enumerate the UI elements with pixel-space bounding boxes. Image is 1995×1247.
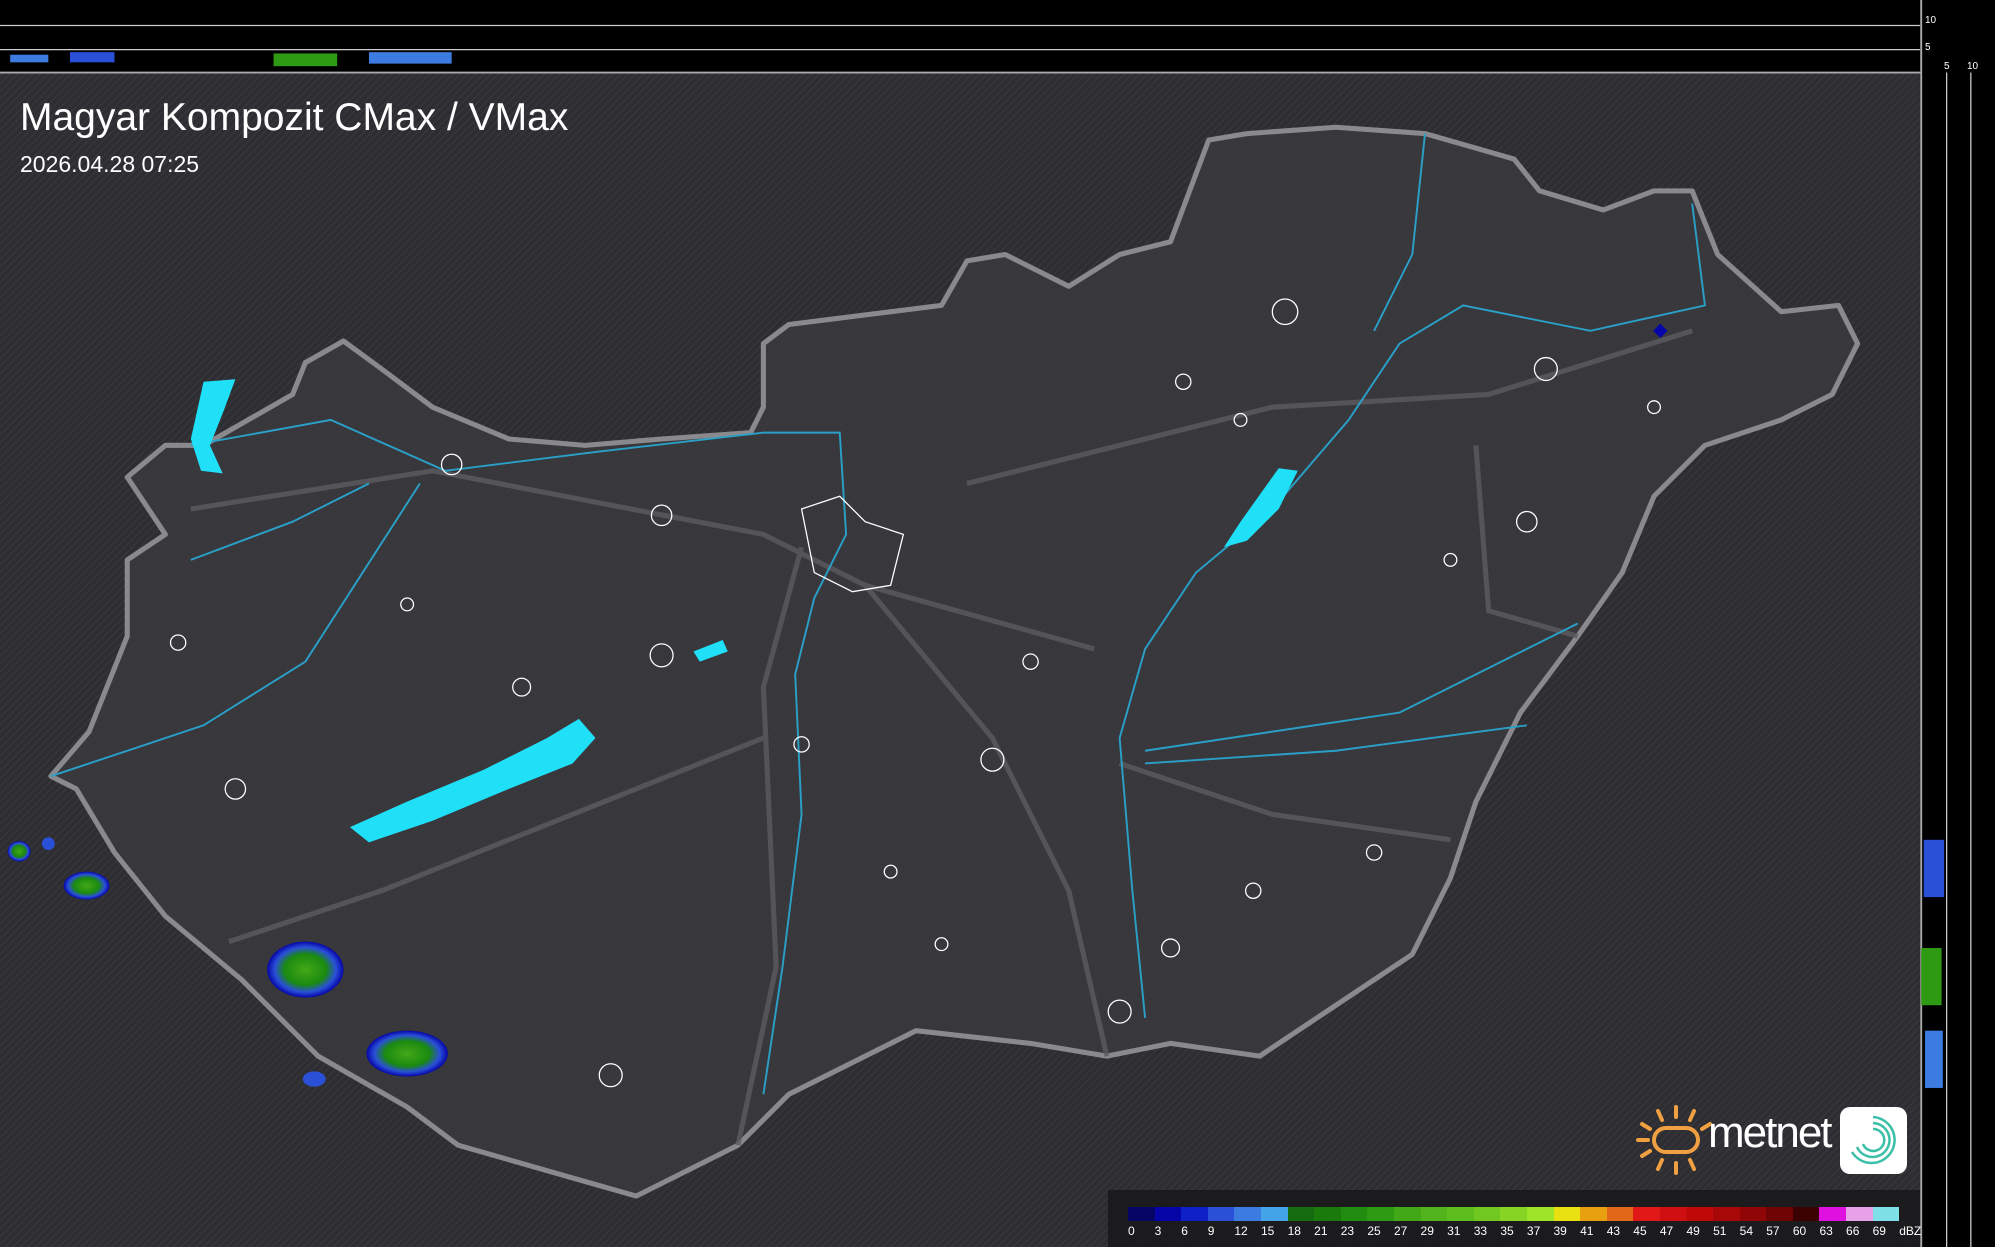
legend-label: 3 [1154, 1224, 1162, 1238]
legend-label: 12 [1234, 1224, 1248, 1238]
legend-swatch [1340, 1207, 1368, 1221]
legend-swatch [1739, 1207, 1767, 1221]
legend-swatch [1846, 1207, 1873, 1221]
map-timestamp: 2026.04.28 07:25 [20, 151, 200, 177]
right-axis-tick: 5 [1944, 61, 1950, 72]
legend-labels: 0 3 6 9 12 15 18 21 23 25 27 29 31 33 35 37 39 41 43 45 47 49… [1128, 1224, 1926, 1238]
echo-cell [267, 941, 344, 998]
legend-label: 9 [1207, 1224, 1215, 1238]
legend-swatch [1500, 1207, 1527, 1221]
legend-swatch [1819, 1207, 1847, 1221]
legend-label: 37 [1526, 1224, 1541, 1238]
legend-swatch [1234, 1207, 1261, 1221]
legend-label: 33 [1473, 1224, 1488, 1238]
echo-cell [41, 837, 55, 850]
lakes [190, 379, 1298, 843]
legend-unit: dBZ [1899, 1224, 1922, 1238]
legend-swatch [1713, 1207, 1740, 1221]
legend-label: 35 [1500, 1224, 1514, 1238]
dbz-color-legend: 0 3 6 9 12 15 18 21 23 25 27 29 31 33 35 37 39 41 43 45 47 49… [1108, 1190, 1921, 1247]
legend-swatch [1659, 1207, 1687, 1221]
legend-swatch [1447, 1207, 1474, 1221]
map-title: Magyar Kompozit CMax / VMax [20, 96, 569, 139]
lake-ferto [190, 379, 236, 474]
legend-label: 41 [1580, 1224, 1594, 1238]
echo-cell [302, 1071, 326, 1087]
legend-swatch [1393, 1207, 1421, 1221]
legend-label: 15 [1260, 1224, 1275, 1238]
legend-swatch [1367, 1207, 1394, 1221]
legend-swatch [1181, 1207, 1208, 1221]
legend-label: 27 [1393, 1224, 1408, 1238]
legend-swatch [1260, 1207, 1288, 1221]
lake-balaton [349, 718, 596, 843]
legend-swatch [1526, 1207, 1554, 1221]
legend-label: 18 [1287, 1224, 1301, 1238]
logo-brand: metnet [1708, 1108, 1833, 1157]
echo-cell [63, 871, 110, 900]
legend-label: 51 [1713, 1224, 1727, 1238]
echo-cell [366, 1030, 448, 1077]
legend-swatch [1420, 1207, 1448, 1221]
hungary-border [48, 124, 1861, 1199]
legend-label: 25 [1367, 1224, 1381, 1238]
legend-swatch [1553, 1207, 1581, 1221]
legend-label: 57 [1766, 1224, 1780, 1238]
legend-label: 45 [1633, 1224, 1647, 1238]
lake-tisza [1223, 468, 1298, 548]
top-profile-echoes [10, 52, 452, 67]
legend-label: 63 [1819, 1224, 1833, 1238]
settlements [169, 298, 1662, 1088]
legend-swatch [1792, 1207, 1820, 1221]
legend-color-bar [1128, 1207, 1900, 1221]
rivers [50, 133, 1706, 1095]
swirl-badge-icon [1840, 1107, 1907, 1174]
legend-label: 31 [1447, 1224, 1461, 1238]
legend-label: 60 [1792, 1224, 1807, 1238]
legend-label: 23 [1340, 1224, 1355, 1238]
sun-icon [1636, 1105, 1712, 1175]
legend-label: 43 [1606, 1224, 1621, 1238]
legend-swatch [1686, 1207, 1714, 1221]
legend-swatch [1287, 1207, 1315, 1221]
legend-label: 66 [1846, 1224, 1860, 1238]
legend-label: 0 [1128, 1224, 1135, 1238]
metnet-logo: metnet [1636, 1104, 1916, 1176]
top-axis-tick: 5 [1925, 42, 1931, 53]
legend-swatch [1872, 1207, 1900, 1221]
legend-swatch [1766, 1207, 1793, 1221]
legend-label: 21 [1314, 1224, 1328, 1238]
legend-swatch [1606, 1207, 1634, 1221]
county-boundaries [190, 328, 1693, 1146]
right-profile-echoes [1921, 839, 1945, 1088]
legend-label: 47 [1659, 1224, 1674, 1238]
legend-label: 29 [1420, 1224, 1434, 1238]
top-axis-tick: 10 [1925, 15, 1937, 26]
lake-velence [693, 640, 728, 662]
legend-swatch [1580, 1207, 1607, 1221]
echo-cell [7, 841, 31, 862]
legend-label: 69 [1872, 1224, 1886, 1238]
legend-swatch [1128, 1207, 1155, 1221]
legend-swatch [1314, 1207, 1341, 1221]
legend-swatch [1473, 1207, 1501, 1221]
legend-swatch [1207, 1207, 1235, 1221]
legend-swatch [1154, 1207, 1182, 1221]
legend-label: 39 [1553, 1224, 1567, 1238]
legend-label: 6 [1181, 1224, 1188, 1238]
right-axis-tick: 10 [1967, 61, 1979, 72]
legend-label: 54 [1739, 1224, 1754, 1238]
legend-label: 49 [1686, 1224, 1700, 1238]
legend-swatch [1633, 1207, 1660, 1221]
